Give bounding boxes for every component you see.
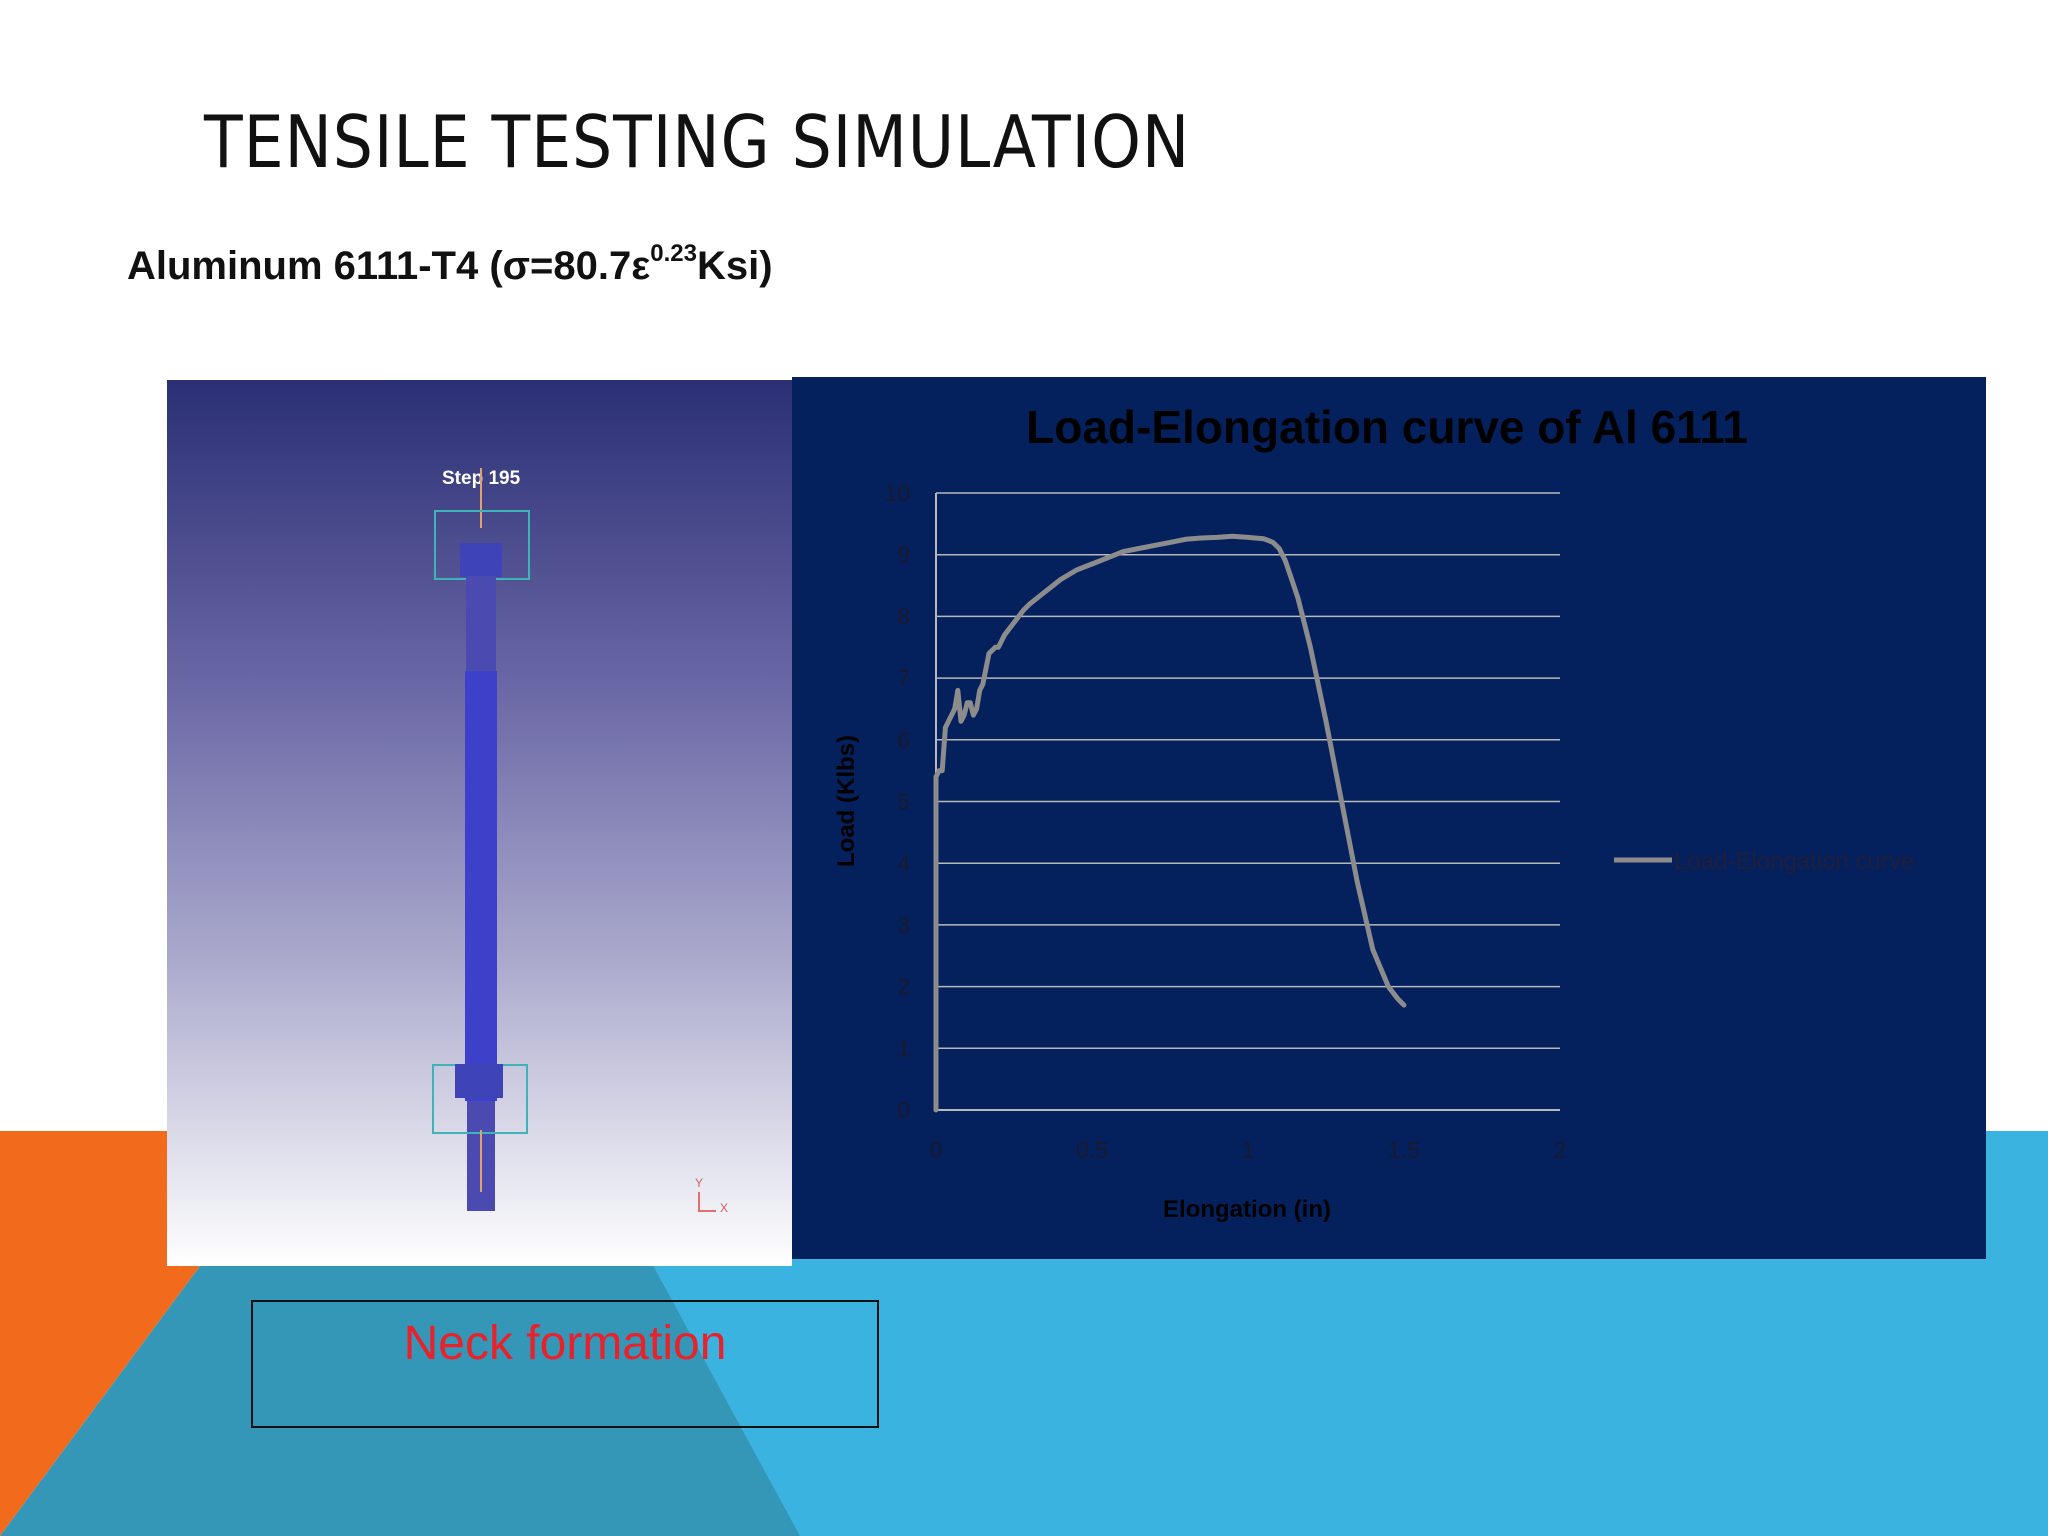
legend-label: Load-Elongation curve: [1674, 848, 1914, 875]
series-line-load-elongation: [933, 533, 1407, 1113]
pull-rod-top: [480, 468, 482, 528]
x-tick-label: 1.5: [1388, 1137, 1420, 1163]
material-subtitle: Aluminum 6111-T4 (σ=80.7ε0.23Ksi): [127, 242, 773, 289]
y-tick-label: 7: [897, 665, 910, 691]
y-tick-labels: 0 1 2 3 4 5 6 7 8 9 10: [884, 480, 910, 1123]
subtitle-exponent: 0.23: [650, 240, 697, 267]
axis-triad-vertical: [698, 1192, 700, 1212]
x-axis-label: Elongation (in): [1163, 1196, 1331, 1223]
y-tick-label: 5: [897, 789, 910, 815]
y-tick-label: 6: [897, 727, 910, 753]
x-tick-labels: 0 0.5 1 1.5 2: [930, 1137, 1567, 1163]
y-tick-label: 2: [897, 974, 910, 1000]
y-tick-label: 8: [897, 603, 910, 629]
pull-rod-bottom: [480, 1130, 482, 1192]
y-tick-label: 10: [884, 480, 910, 506]
specimen-upper: [466, 576, 496, 671]
y-tick-label: 0: [897, 1097, 910, 1123]
chart-title: Load-Elongation curve of Al 6111: [1026, 401, 1748, 453]
x-tick-label: 0: [930, 1137, 943, 1163]
chart-panel: Load-Elongation curve of Al 6111 0 1 2 3 4 5 6…: [792, 377, 1986, 1259]
specimen-gauge: [465, 671, 497, 1101]
gridlines: [936, 492, 1560, 1050]
neck-formation-callout: Neck formation: [251, 1300, 879, 1428]
y-tick-label: 9: [897, 542, 910, 568]
y-tick-label: 4: [897, 850, 910, 876]
y-tick-label: 1: [897, 1035, 910, 1061]
subtitle-end: Ksi): [696, 244, 773, 288]
neck-formation-label: Neck formation: [403, 1317, 727, 1370]
simulation-image: Step 195 Y X: [167, 380, 792, 1266]
top-grip: [460, 543, 502, 577]
load-elongation-chart: Load-Elongation curve of Al 6111 0 1 2 3 4 5 6…: [833, 401, 1914, 1223]
x-tick-label: 1: [1242, 1137, 1255, 1163]
y-tick-label: 3: [897, 912, 910, 938]
axis-triad-horizontal: [698, 1210, 716, 1212]
subtitle-main: Aluminum 6111-T4 (σ=80.7ε: [127, 244, 651, 288]
x-tick-label: 0.5: [1076, 1137, 1108, 1163]
slide-title: TENSILE TESTING SIMULATION: [204, 100, 1191, 184]
axis-y-label: Y: [695, 1176, 704, 1190]
x-tick-label: 2: [1554, 1137, 1567, 1163]
bottom-grip: [455, 1064, 503, 1098]
y-axis-label: Load (Klbs): [833, 735, 860, 867]
axis-x-label: X: [720, 1201, 729, 1215]
